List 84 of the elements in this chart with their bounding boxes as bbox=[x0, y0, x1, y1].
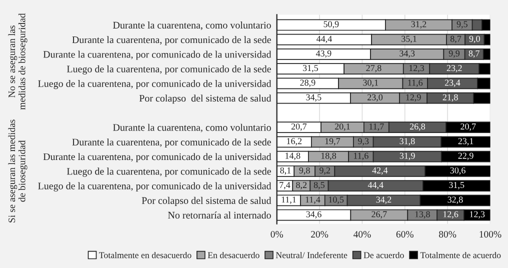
x-tick-label: 100% bbox=[480, 231, 502, 238]
data-label: 34,3 bbox=[400, 50, 415, 58]
data-label: 31,8 bbox=[400, 138, 415, 146]
data-label: 8,1 bbox=[280, 167, 291, 175]
data-label: 23,4 bbox=[444, 80, 460, 88]
x-tick-label: 0% bbox=[270, 231, 284, 238]
data-label: 9,2 bbox=[320, 167, 330, 175]
legend-label: Neutral/ Indeferente bbox=[276, 252, 348, 258]
data-label: 44,4 bbox=[316, 36, 332, 44]
y-tick-label: Durante la cuarentena, como voluntario bbox=[113, 22, 271, 30]
data-label: 22,9 bbox=[458, 152, 474, 160]
legend-label: Totalmente de acuerdo bbox=[420, 252, 501, 258]
legend-label: Totalmente en desacuerdo bbox=[99, 252, 192, 258]
y-tick-label: Durante la cuarentena, por comunicado de la universidad bbox=[43, 50, 272, 60]
data-label: 43,9 bbox=[316, 50, 332, 58]
y-tick-label: No retornaría al internado bbox=[168, 212, 271, 219]
data-label: 12,9 bbox=[406, 94, 421, 102]
y-tick-label: Durante la cuarentena, por comunicado de la universidad bbox=[43, 153, 272, 162]
data-label: 21,8 bbox=[442, 94, 458, 102]
y-tick-label: Durante la cuarentena, por comunicado de la sede bbox=[72, 36, 271, 46]
data-label: 28,9 bbox=[300, 80, 316, 88]
data-label: 9,9 bbox=[448, 50, 460, 58]
data-label: 34,5 bbox=[306, 94, 322, 102]
data-label: 11,4 bbox=[306, 196, 320, 204]
y-tick-label: Luego de la cuarentena, por comunicado de la sede bbox=[66, 65, 271, 74]
data-label: 8,7 bbox=[450, 36, 462, 44]
y-tick-label: Luego de la cuarentena, por comunicado de la sede bbox=[66, 168, 271, 177]
data-label: 44,4 bbox=[368, 182, 384, 190]
data-label: 16,2 bbox=[287, 138, 302, 146]
text: No se aseguran las medidas de bioseguridad bbox=[8, 13, 28, 110]
data-label: 8,2 bbox=[296, 182, 307, 190]
data-label: 34,6 bbox=[306, 211, 322, 219]
y-tick-label: Por colapso del sistema de salud bbox=[142, 196, 272, 206]
data-label: 9,8 bbox=[299, 167, 310, 175]
data-label: 23,1 bbox=[458, 138, 474, 146]
legend-label: En desacuerdo bbox=[208, 252, 260, 258]
data-label: 31,9 bbox=[400, 152, 415, 160]
data-label: 31,5 bbox=[449, 182, 464, 190]
data-label: 18,8 bbox=[321, 152, 336, 160]
y-tick-label: Luego de la cuarentena, por comunicado de la universidad bbox=[38, 80, 272, 90]
data-label: 30,6 bbox=[450, 167, 466, 175]
data-label: 31,5 bbox=[302, 65, 318, 72]
data-label: 7,4 bbox=[280, 182, 290, 190]
data-label: 8,7 bbox=[468, 50, 480, 58]
legend-label: De acuerdo bbox=[364, 252, 404, 258]
data-label: 11,6 bbox=[354, 152, 368, 160]
y-tick-label: Durante la cuarentena, por comunicado de la sede bbox=[72, 138, 271, 148]
data-label: 20,7 bbox=[460, 123, 476, 131]
data-label: 32,8 bbox=[448, 196, 463, 204]
data-label: 20,7 bbox=[291, 123, 307, 131]
data-label: 14,8 bbox=[286, 152, 300, 160]
data-label: 26,7 bbox=[372, 211, 387, 219]
y-tick-label: Luego de la cuarentena, por comunicado de la universidad bbox=[38, 182, 272, 192]
data-label: 9,5 bbox=[456, 21, 468, 29]
x-tick-label: 60% bbox=[396, 231, 414, 238]
y-tick-label: Durante la cuarentena, como voluntario bbox=[113, 124, 271, 132]
data-label: 26,8 bbox=[410, 123, 426, 131]
data-label: 11,1 bbox=[282, 196, 296, 204]
x-tick-label: 80% bbox=[439, 231, 456, 238]
data-label: 20,1 bbox=[334, 123, 350, 131]
data-label: 50,9 bbox=[324, 21, 339, 29]
data-label: 34,2 bbox=[376, 196, 392, 204]
x-tick-label: 40% bbox=[353, 231, 371, 238]
data-label: 23,2 bbox=[446, 65, 462, 72]
data-label: 10,5 bbox=[328, 196, 344, 204]
data-label: 35,1 bbox=[402, 36, 416, 44]
y-tick-label: Por colapso del sistema de salud bbox=[139, 94, 272, 104]
data-label: 9,0 bbox=[469, 36, 480, 44]
data-label: 30,1 bbox=[363, 80, 378, 88]
text: Si se aseguran las medidas de bioseguridad bbox=[8, 120, 28, 222]
data-label: 8,5 bbox=[314, 182, 324, 190]
data-label: 11,7 bbox=[369, 124, 384, 131]
data-label: 11,6 bbox=[408, 80, 423, 88]
data-label: 12,6 bbox=[443, 211, 458, 219]
data-label: 42,4 bbox=[372, 167, 388, 175]
data-label: 23,0 bbox=[368, 94, 383, 102]
x-tick-label: 20% bbox=[311, 231, 328, 238]
data-label: 27,8 bbox=[366, 64, 382, 72]
data-label: 13,8 bbox=[415, 211, 430, 219]
data-label: 31,2 bbox=[411, 21, 426, 29]
data-label: 19,7 bbox=[325, 138, 340, 146]
data-label: 9,3 bbox=[358, 138, 369, 146]
data-label: 12,3 bbox=[409, 65, 424, 72]
data-label: 12,3 bbox=[470, 211, 485, 219]
